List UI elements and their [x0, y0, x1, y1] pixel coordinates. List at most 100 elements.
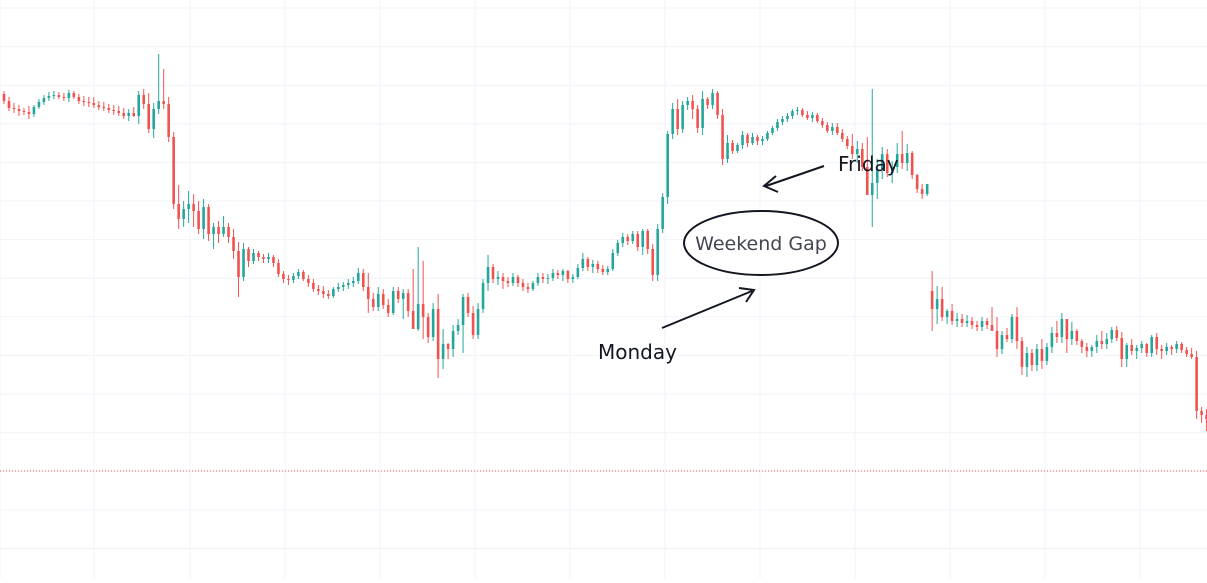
candle-body: [92, 103, 96, 105]
candle-body: [816, 115, 819, 121]
candle-up: [681, 101, 684, 133]
candle-body: [1165, 347, 1168, 351]
candle-body: [821, 121, 824, 125]
candle-body: [426, 317, 430, 337]
candle-down: [920, 184, 924, 199]
candle-body: [466, 297, 470, 313]
candle-down: [167, 97, 170, 142]
candle-up: [337, 283, 340, 292]
candle-body: [1000, 335, 1004, 349]
candle-up: [875, 159, 879, 199]
candle-down: [1065, 319, 1069, 353]
candle-up: [352, 277, 355, 287]
candle-up: [476, 303, 480, 339]
candle-body: [626, 237, 630, 241]
candle-down: [302, 270, 305, 281]
candle-up: [631, 231, 635, 244]
candle-body: [925, 184, 929, 194]
candle-down: [307, 275, 310, 287]
candle-body: [661, 197, 664, 229]
weekend-gap-ellipse: [683, 210, 839, 276]
candle-body: [776, 122, 779, 128]
candle-up: [726, 135, 729, 163]
candle-body: [222, 227, 225, 234]
candle-down: [586, 257, 590, 271]
candle-body: [1040, 349, 1044, 361]
candle-body: [52, 95, 56, 96]
candle-body: [406, 293, 410, 311]
candle-down: [82, 96, 86, 106]
candle-body: [207, 207, 210, 234]
candle-body: [486, 267, 490, 283]
candle-body: [895, 154, 899, 167]
candle-body: [217, 227, 220, 234]
candle-down: [676, 99, 679, 135]
candle-up: [511, 273, 515, 286]
candle-body: [1115, 330, 1119, 338]
candle-body: [1110, 330, 1114, 339]
candle-down: [117, 106, 121, 116]
candle-down: [436, 294, 440, 378]
candle-up: [880, 147, 884, 179]
candle-up: [456, 319, 460, 335]
candle-body: [202, 207, 205, 229]
candle-body: [87, 102, 91, 103]
candle-up: [766, 131, 769, 141]
candle-body: [72, 93, 76, 97]
candle-layer: [2, 54, 1207, 431]
candle-up: [1010, 314, 1014, 343]
candle-body: [441, 344, 445, 359]
candle-up: [925, 184, 929, 196]
candle-body: [646, 231, 650, 249]
candle-body: [1190, 354, 1193, 357]
candle-down: [721, 109, 724, 165]
friday-arrow: [765, 165, 825, 187]
candle-down: [381, 289, 385, 309]
candle-body: [865, 167, 869, 195]
candle-down: [277, 259, 280, 277]
candle-up: [1025, 347, 1029, 377]
candle-up: [391, 287, 395, 315]
candle-up: [32, 105, 36, 117]
candle-body: [960, 319, 964, 323]
candle-body: [1035, 349, 1039, 365]
candle-down: [731, 140, 734, 154]
candle-body: [391, 291, 395, 313]
candle-down: [1005, 328, 1009, 342]
candle-body: [880, 154, 884, 169]
candle-down: [636, 231, 640, 251]
candle-body: [277, 263, 280, 274]
candle-body: [242, 249, 245, 277]
candle-body: [237, 251, 240, 277]
candle-body: [1095, 341, 1099, 347]
candle-body: [1075, 331, 1079, 341]
candle-body: [801, 110, 804, 115]
candle-up: [342, 282, 345, 291]
candle-body: [107, 108, 111, 110]
candle-body: [137, 95, 141, 116]
candle-down: [801, 108, 804, 117]
candle-down: [132, 107, 136, 117]
candle-up: [347, 279, 350, 289]
candle-down: [22, 108, 26, 115]
candle-down: [566, 270, 570, 283]
candle-down: [1130, 339, 1134, 355]
candle-body: [1205, 415, 1207, 419]
candle-body: [1085, 347, 1089, 351]
candle-body: [461, 297, 465, 325]
candle-down: [287, 275, 290, 285]
candle-up: [686, 97, 689, 110]
candle-up: [1095, 335, 1099, 353]
candle-body: [930, 291, 934, 309]
candle-body: [576, 268, 580, 277]
candle-up: [771, 126, 774, 135]
candle-body: [32, 107, 36, 114]
candle-up: [890, 161, 894, 183]
candle-body: [322, 291, 325, 294]
candle-body: [591, 264, 595, 267]
candle-down: [237, 242, 240, 297]
candle-body: [841, 133, 844, 139]
candle-body: [471, 313, 475, 335]
candle-body: [451, 331, 455, 349]
